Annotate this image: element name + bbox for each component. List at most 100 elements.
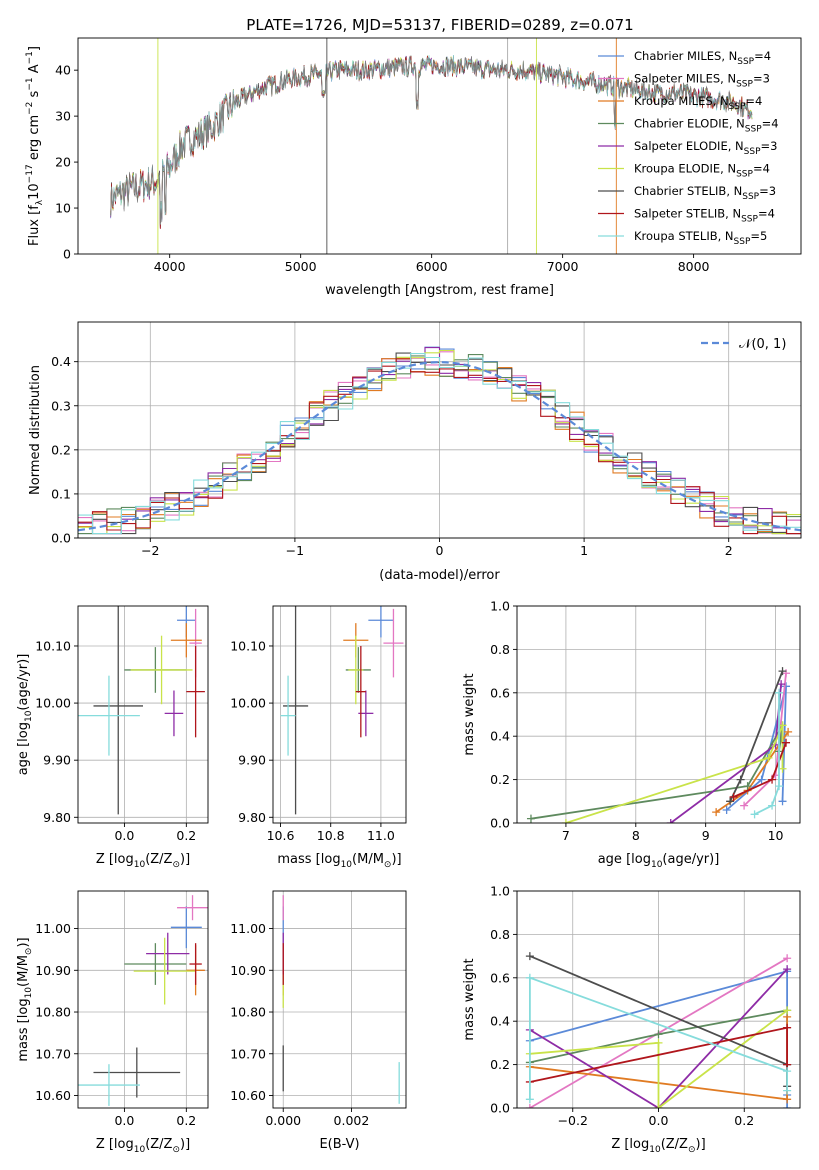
x-tick-label: 0	[436, 543, 444, 558]
weight-marker	[525, 973, 534, 982]
y-tick-label: 11.00	[35, 921, 71, 936]
y-tick-label: 0.3	[51, 398, 71, 413]
weight-series-0	[726, 686, 787, 811]
plot-area-age_vs_Z	[78, 606, 205, 815]
weight-series-4	[529, 968, 788, 1108]
weight-marker	[778, 667, 787, 676]
axes-weight_vs_age	[517, 605, 800, 824]
weight-marker	[775, 688, 784, 697]
weight-marker	[654, 1030, 663, 1039]
y-tick-label: 10.70	[230, 1046, 266, 1061]
x-tick-label: 5000	[285, 259, 317, 274]
y-tick-label: 9.80	[43, 810, 71, 825]
weight-marker	[750, 810, 759, 819]
axes-mass_vs_Z	[78, 891, 208, 1108]
weight-marker	[526, 814, 535, 823]
x-tick-label: 0.0	[114, 1113, 134, 1128]
y-tick-label: 0.2	[490, 772, 510, 787]
x-axis-label: Z [log10(Z/Z⊙)]	[611, 1137, 705, 1155]
frame-weight_vs_age: 7 8 9 10 0.0 0.2 0.4 0.6 0.8 1.0	[490, 599, 801, 843]
y-tick-label: 1.0	[490, 884, 510, 899]
x-tick-label: 6000	[416, 259, 448, 274]
y-tick-label: 10.00	[230, 696, 266, 711]
weight-series-5	[529, 1009, 788, 1108]
y-tick-label: 9.90	[238, 753, 266, 768]
weight-marker	[525, 1095, 534, 1104]
y-tick-label: 10.80	[230, 1005, 266, 1020]
y-tick-label: 10.10	[35, 638, 71, 653]
y-tick-label: 0.2	[490, 1057, 510, 1072]
x-tick-label: 7000	[547, 259, 579, 274]
weight-marker	[775, 782, 784, 791]
y-tick-label: 0	[63, 247, 71, 262]
y-tick-label: 0.4	[490, 1014, 510, 1029]
legend: 𝒩(0, 1)	[701, 337, 786, 352]
axes-age_vs_Z	[78, 606, 208, 823]
weight-marker	[757, 775, 766, 784]
y-tick-label: 0.2	[51, 442, 71, 457]
x-axis-label: Z [log10(Z/Z⊙)]	[96, 1137, 190, 1155]
weight-marker	[783, 1104, 792, 1108]
figure-title: PLATE=1726, MJD=53137, FIBERID=0289, z=0…	[246, 16, 633, 34]
legend-label: Kroupa STELIB, NSSP=5	[634, 229, 767, 247]
weight-marker	[743, 782, 752, 791]
legend-label: Chabrier ELODIE, NSSP=4	[634, 117, 779, 135]
weight-series-5	[565, 725, 784, 823]
axes-frame	[77, 37, 802, 255]
weight-marker	[654, 1038, 663, 1047]
y-tick-label: 0.8	[490, 927, 510, 942]
legend: Chabrier MILES, NSSP=4 Salpeter MILES, NS…	[598, 49, 779, 247]
y-tick-label: 0.0	[490, 816, 510, 831]
spectrum-data	[110, 55, 753, 224]
svg-text:age [log10(age/yr)]: age [log10(age/yr)]	[16, 654, 34, 776]
y-tick-label: 0.6	[490, 970, 510, 985]
axes-frame	[272, 605, 407, 824]
weight-marker	[768, 801, 777, 810]
y-axis-label: Normed distribution	[28, 365, 43, 495]
y-tick-label: 10.10	[230, 638, 266, 653]
plot-area-weight_vs_age	[526, 667, 793, 823]
legend-label: 𝒩(0, 1)	[739, 337, 786, 352]
x-tick-label: 10.6	[267, 828, 295, 843]
axes-residuals	[78, 322, 801, 539]
histogram-8	[78, 353, 801, 535]
frame-age_vs_Z: 0.0 0.2 9.80 9.90 10.00 10.10	[35, 605, 209, 843]
weight-marker	[666, 819, 675, 823]
weight-marker	[783, 1023, 792, 1032]
x-tick-label: 10	[768, 828, 784, 843]
y-tick-label: 0.0	[51, 531, 71, 546]
weight-marker	[726, 797, 735, 806]
weight-marker	[783, 1006, 792, 1015]
weight-series-8	[529, 976, 788, 1100]
weight-marker	[783, 1086, 792, 1095]
frame-mass_vs_ebv: 0.000 0.002 10.60 10.70 10.80 10.90 11.00	[230, 890, 407, 1128]
x-tick-label: 0.2	[176, 828, 196, 843]
weight-marker	[782, 738, 791, 747]
x-tick-label: 7	[562, 828, 570, 843]
x-tick-label: 0.000	[265, 1113, 301, 1128]
y-tick-label: 10.60	[230, 1088, 266, 1103]
y-tick-label: 0.4	[490, 729, 510, 744]
weight-marker	[783, 1067, 792, 1076]
y-tick-label: 1.0	[490, 599, 510, 614]
legend-label: Kroupa ELODIE, NSSP=4	[634, 162, 770, 180]
frame-spectrum: 4000 5000 6000 7000 8000 0 10 20 30 40	[55, 37, 802, 274]
frame-mass_vs_Z: 0.0 0.2 10.60 10.70 10.80 10.90 11.00	[35, 890, 209, 1128]
x-tick-label: 10.8	[317, 828, 345, 843]
y-tick-label: 30	[55, 109, 71, 124]
y-tick-label: 10.90	[35, 963, 71, 978]
weight-marker	[778, 797, 787, 806]
y-axis-label: age [log10(age/yr)]	[16, 654, 34, 776]
axes-mass_vs_ebv	[273, 891, 406, 1108]
axes-frame	[77, 605, 209, 824]
plot-area-mass_vs_Z	[78, 895, 208, 1106]
weight-series-8	[754, 692, 780, 816]
weight-marker	[654, 1104, 663, 1108]
y-tick-label: 11.00	[230, 921, 266, 936]
weight-marker	[777, 680, 786, 689]
weight-marker	[722, 805, 731, 814]
normal-curve	[78, 360, 801, 532]
plot-area-residuals	[78, 346, 801, 535]
histogram-7	[78, 358, 801, 535]
